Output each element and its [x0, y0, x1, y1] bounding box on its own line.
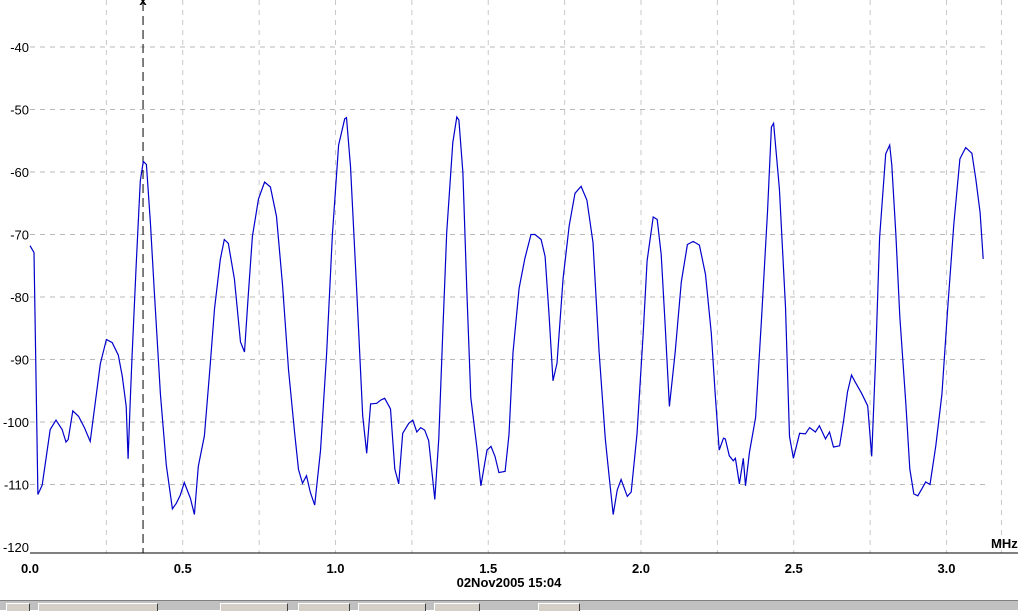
x-tick-label: 2.0: [632, 561, 650, 576]
status-segment: [6, 603, 30, 611]
y-tick-label: -100: [3, 415, 29, 430]
y-tick-label: -110: [4, 478, 29, 493]
x-tick-label: 0.0: [21, 561, 39, 576]
y-tick-label: -70: [10, 228, 29, 243]
status-segment: [358, 603, 426, 611]
status-bar: [0, 600, 1018, 611]
status-segment: [298, 603, 350, 611]
y-tick-label: -120: [3, 540, 29, 555]
x-tick-label: 1.0: [326, 561, 344, 576]
marker-group[interactable]: x: [139, 0, 147, 553]
y-tick-label: -50: [10, 103, 29, 118]
status-segment: [38, 603, 158, 611]
x-tick-label: 1.5: [479, 561, 497, 576]
y-tick-label: -90: [10, 353, 29, 368]
vertical-gridlines: [105, 0, 1002, 553]
timestamp-label: 02Nov2005 15:04: [457, 575, 563, 590]
x-tick-label: 2.5: [785, 561, 803, 576]
y-tick-label: -80: [10, 290, 29, 305]
y-tick-label: -60: [10, 165, 29, 180]
x-axis-unit-label: MHz: [991, 536, 1018, 551]
y-axis-tick-labels: -40 -50 -60 -70 -80 -90 -100 -110 -120: [3, 40, 29, 555]
status-segment: [538, 603, 580, 611]
marker-label: x: [139, 0, 147, 8]
x-tick-label: 3.0: [937, 561, 955, 576]
spectrum-trace: [29, 115, 984, 515]
x-tick-label: 0.5: [174, 561, 192, 576]
status-segment: [220, 603, 288, 611]
y-tick-label: -40: [10, 40, 29, 55]
x-axis-tick-labels: 0.0 0.5 1.0 1.5 2.0 2.5 3.0: [21, 561, 956, 576]
status-segment: [434, 603, 480, 611]
